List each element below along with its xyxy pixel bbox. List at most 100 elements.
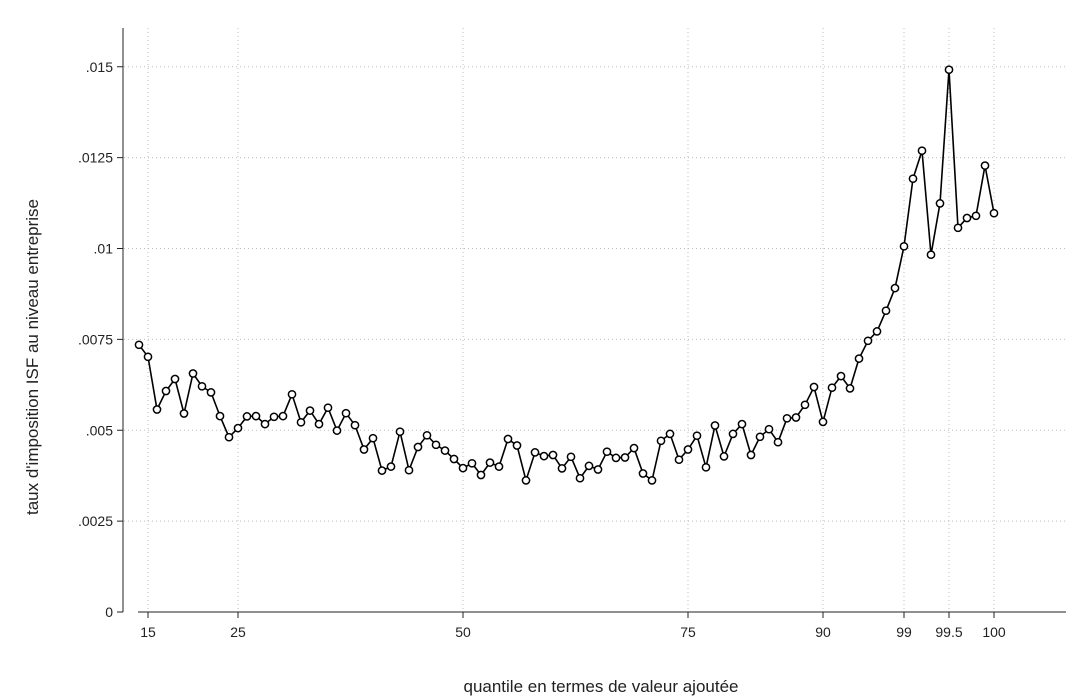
data-point [323,403,333,413]
data-point [692,431,702,441]
data-point [170,374,180,384]
grid [124,28,1066,611]
data-point [674,455,684,465]
data-point [899,241,909,251]
data-point [152,405,162,414]
data-point [179,409,189,418]
x-tick-label: 25 [230,624,246,640]
data-point [764,424,774,434]
data-point [233,423,243,433]
data-point [512,441,522,450]
y-tick-label: .0075 [78,331,113,347]
data-point [413,442,423,452]
data-point [917,146,927,156]
data-point [701,462,711,472]
data-point [557,464,567,473]
data-point [260,419,270,429]
data-point [872,327,882,336]
data-point [368,433,378,443]
data-point [728,429,738,439]
y-tick-label: .0025 [78,513,113,529]
data-points [134,65,999,485]
data-point [467,458,477,468]
data-point [287,389,297,399]
data-point [827,383,837,393]
data-point [422,430,432,440]
data-point [377,466,387,475]
data-point [458,463,468,473]
data-point [521,476,531,485]
data-point [296,417,306,427]
data-point [305,406,315,415]
data-point [980,161,990,170]
data-point [431,440,441,450]
data-point [962,213,972,223]
y-axis-title: taux d'imposition ISF au niveau entrepri… [23,199,42,515]
x-axis-title: quantile en termes de valeur ajoutée [463,677,738,696]
data-point [944,65,954,75]
data-point [863,336,873,346]
data-point [485,458,495,467]
data-point [215,411,225,421]
data-point [809,382,819,392]
data-point [737,419,747,429]
data-point [665,429,675,439]
data-point [134,340,144,350]
data-point [782,413,792,423]
data-point [440,446,450,455]
data-point [602,447,612,457]
data-point [926,250,936,260]
data-point [800,400,810,410]
data-point [638,469,648,478]
x-tick-label: 75 [680,624,696,640]
x-tick-label: 50 [455,624,471,640]
x-tick-label: 100 [982,624,1006,640]
data-point [584,461,594,471]
data-point [755,432,765,442]
data-point [224,432,234,442]
data-point [620,453,630,462]
data-point [539,451,549,461]
data-point [890,283,900,293]
data-point [404,465,414,475]
data-point [854,354,864,363]
data-point [386,462,396,471]
data-point [494,462,504,471]
x-tick-label: 99.5 [935,624,962,640]
data-point [593,465,603,474]
data-point [341,408,351,418]
data-point [548,450,558,460]
data-point [746,450,756,460]
data-point [719,452,729,461]
data-point [791,413,801,422]
data-point [395,427,405,437]
data-point [269,412,279,422]
data-point [251,411,261,421]
data-point [575,473,585,483]
data-point [935,199,945,208]
y-tick-label: .015 [86,59,113,75]
data-point [818,417,828,427]
data-point [188,369,198,378]
data-point [656,436,666,446]
data-point [197,381,207,391]
data-point [683,445,693,454]
series-line [138,69,995,484]
data-point [359,445,369,454]
data-point [881,306,891,316]
y-tick-label: .0125 [78,150,113,166]
data-point [908,174,918,184]
y-tick-label: .01 [94,241,114,257]
y-tick-label: .005 [86,422,113,438]
data-point [332,426,342,435]
x-tick-label: 99 [896,624,912,640]
data-point [566,452,576,462]
y-ticks: 0 .0025 .005 .0075 .01 .0125 .015 [78,59,123,620]
data-point [845,384,855,393]
data-point [206,388,216,397]
data-point [449,454,459,464]
data-point [773,437,783,447]
data-point [314,419,324,429]
axes [122,28,1066,613]
data-point [530,448,540,457]
